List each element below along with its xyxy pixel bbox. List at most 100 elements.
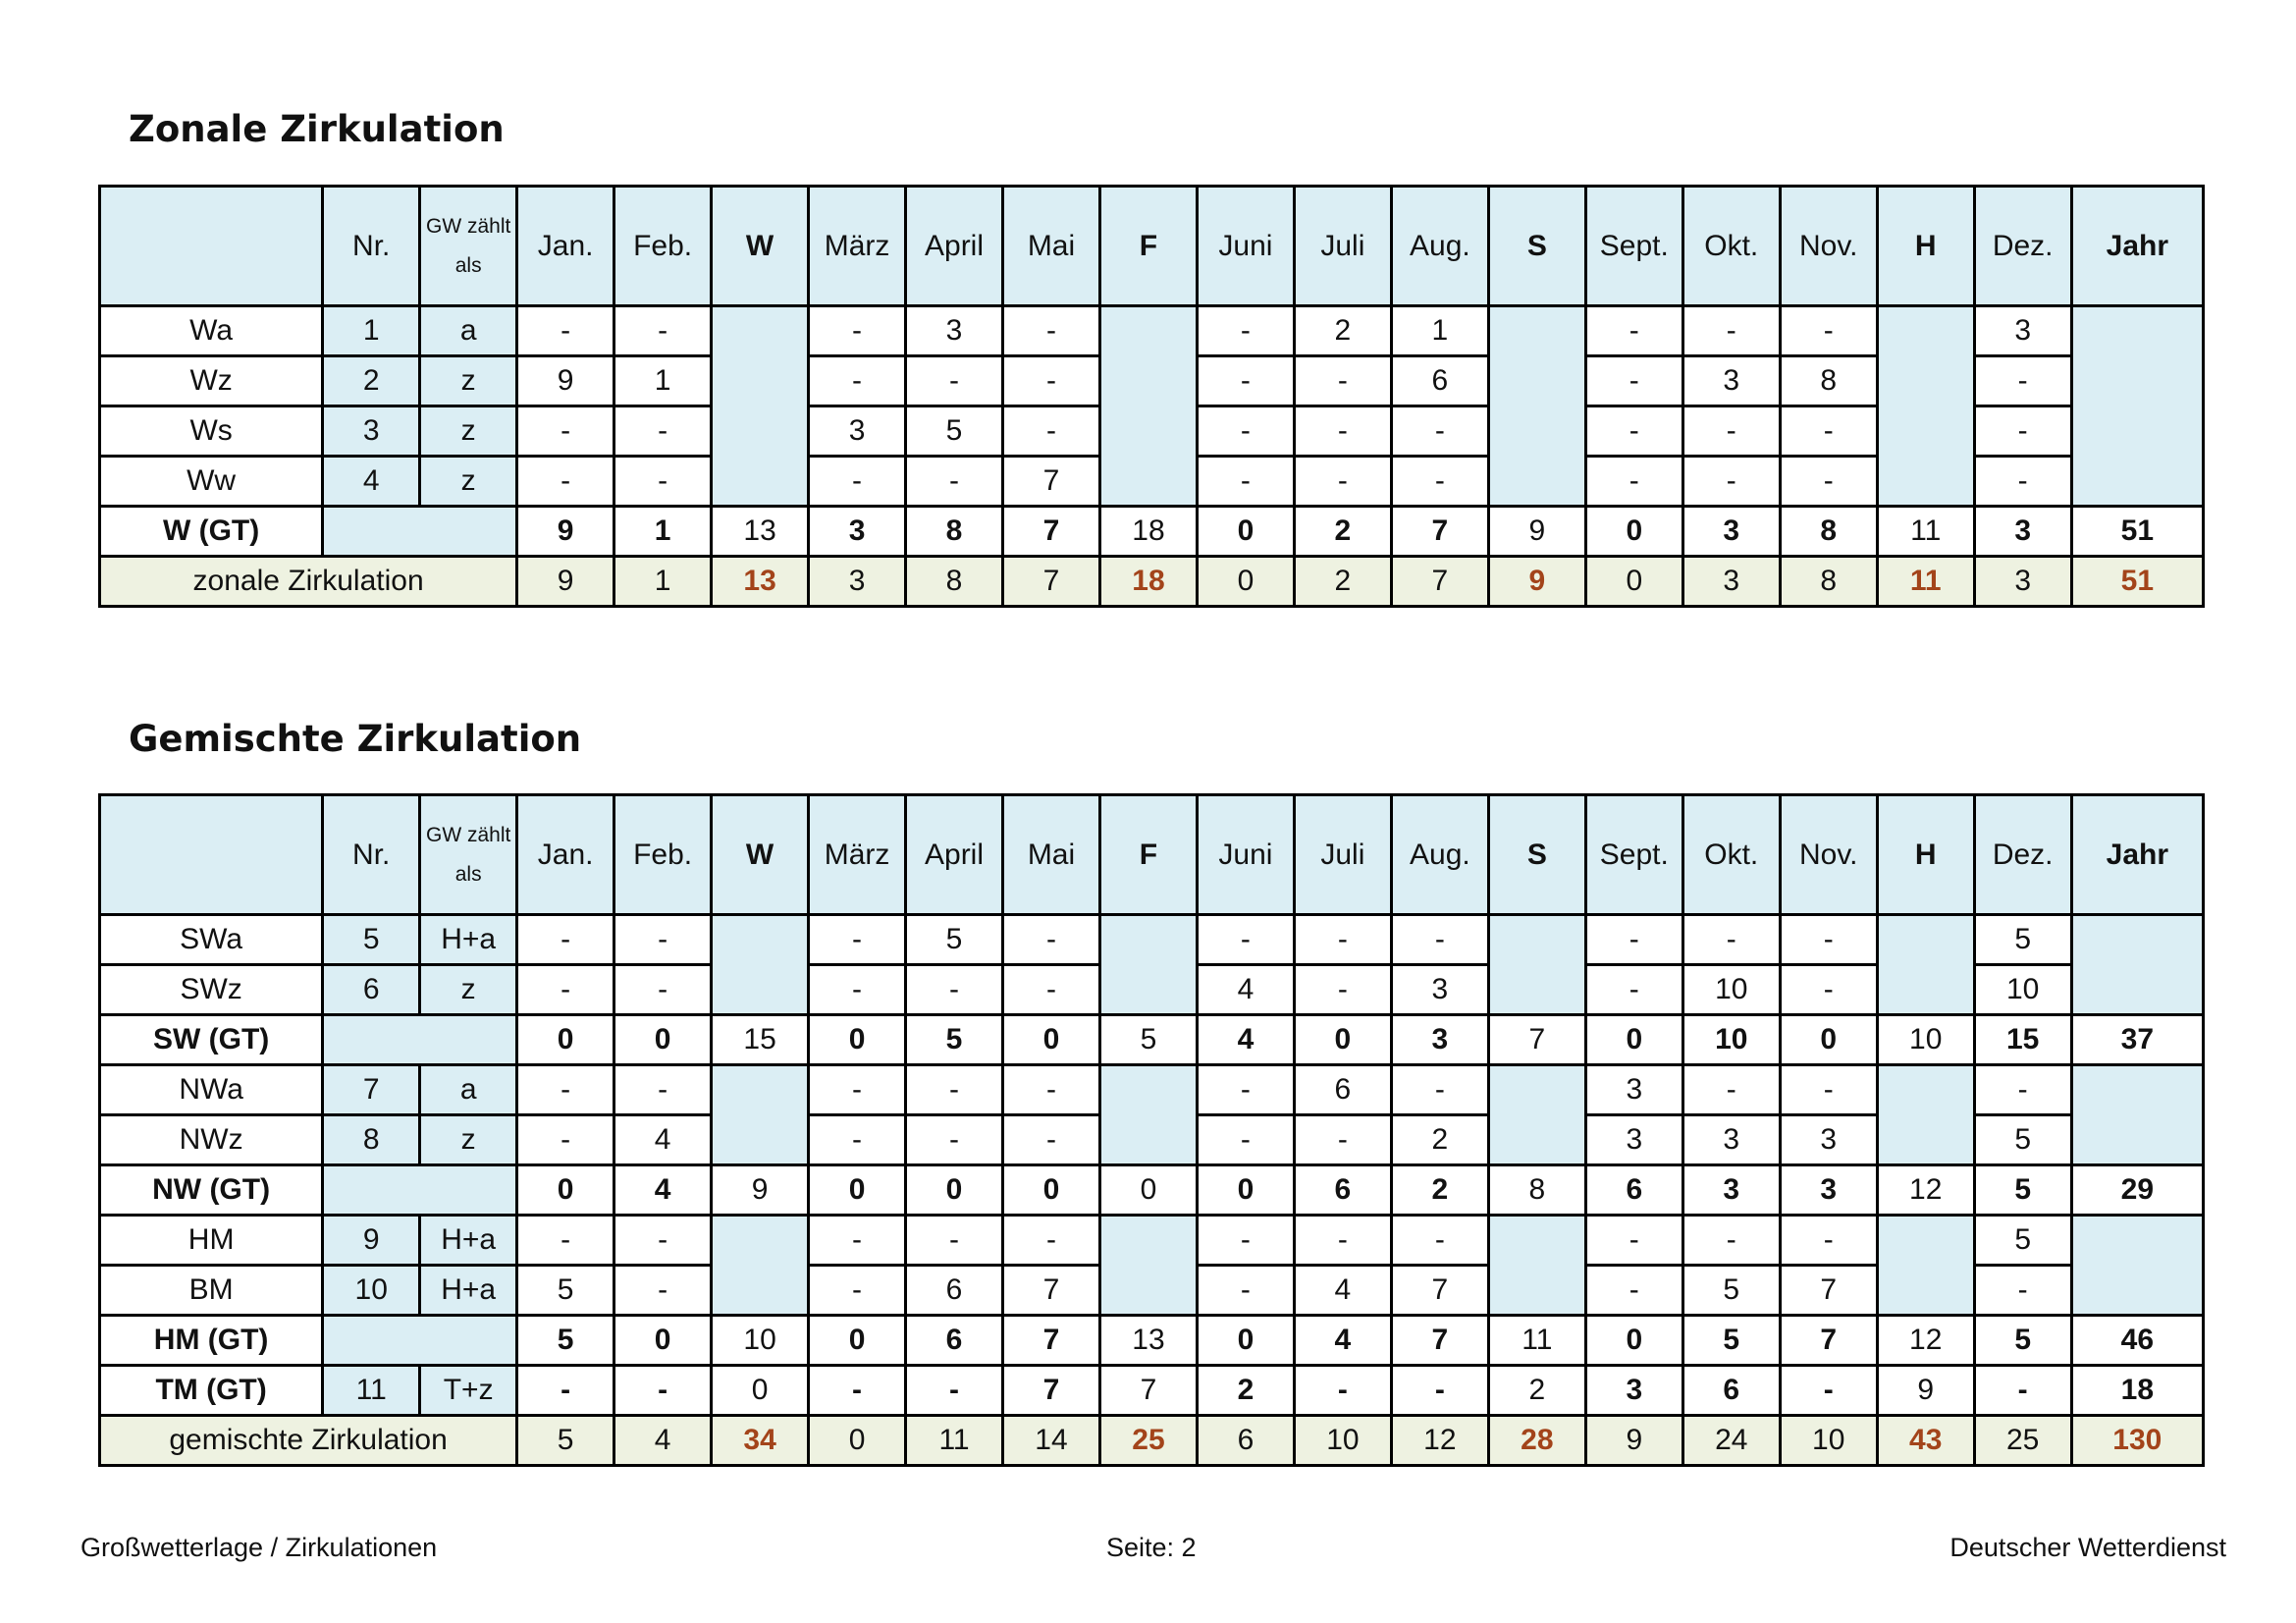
season-total: 11	[1875, 505, 1976, 558]
season-placeholder	[1097, 913, 1199, 1016]
month-total: 7	[1001, 505, 1101, 558]
month-total: -	[1389, 1364, 1490, 1417]
month-value: -	[904, 1113, 1004, 1166]
month-total: 6	[904, 1314, 1004, 1367]
column-header: Jan.	[515, 793, 616, 916]
month-value: -	[1583, 304, 1684, 357]
season-circulation-total: 51	[2069, 555, 2206, 608]
month-circulation-total: 10	[1292, 1414, 1393, 1467]
month-value: -	[1778, 405, 1879, 458]
weather-type-name: SWz	[97, 963, 325, 1016]
month-value: 5	[1972, 913, 2073, 966]
month-value: 6	[904, 1264, 1004, 1317]
month-value: -	[904, 354, 1004, 407]
column-header: Okt.	[1681, 793, 1782, 916]
month-value: -	[1292, 913, 1393, 966]
season-placeholder	[1486, 1214, 1587, 1317]
column-header: Nr.	[321, 185, 422, 307]
month-total: 3	[807, 505, 908, 558]
month-value: -	[1681, 405, 1782, 458]
month-value: 5	[1972, 1113, 2073, 1166]
month-total: 0	[1195, 1314, 1296, 1367]
season-circulation-total: 13	[710, 555, 811, 608]
month-circulation-total: 14	[1001, 1414, 1101, 1467]
month-total: 3	[1778, 1163, 1879, 1217]
zonal-circulation-table: Nr. GW zählt als Jan. Feb. W März April Mai F Jun…	[97, 185, 2206, 608]
month-value: 4	[1292, 1264, 1393, 1317]
month-value: -	[515, 455, 616, 508]
month-circulation-total: 0	[807, 1414, 908, 1467]
month-value: -	[1681, 1063, 1782, 1116]
type-number-empty	[321, 1314, 519, 1367]
month-value: -	[1001, 1063, 1101, 1116]
month-value: -	[1583, 963, 1684, 1016]
month-value: -	[613, 405, 714, 458]
weather-type-row: Wz 2 z 9 1- - - - -6-3 8-	[97, 354, 2204, 407]
type-number: 3	[321, 405, 422, 458]
month-value: -	[1583, 1214, 1684, 1267]
column-header: Nov.	[1778, 793, 1879, 916]
month-value: 1	[1389, 304, 1490, 357]
month-value: 10	[1681, 963, 1782, 1016]
season-placeholder	[1875, 913, 1976, 1016]
season-total: 9	[1486, 505, 1587, 558]
month-value: 7	[1001, 1264, 1101, 1317]
column-header: GW zählt als	[418, 185, 519, 307]
group-total-row: SW (GT) 0 0 15 0 5 0 5 4 0 3 7 0 10 0 10 15 37	[97, 1013, 2206, 1066]
month-value: -	[1583, 405, 1684, 458]
season-total: 9	[1875, 1364, 1976, 1417]
month-value: 4	[613, 1113, 714, 1166]
month-total: -	[515, 1364, 616, 1417]
month-value: -	[904, 1063, 1004, 1116]
group-total-row: NW (GT) 0 4 9 0 0 0 0 0 6 2 8 6 3 3 12 5 29	[97, 1163, 2206, 1217]
month-total: 0	[1195, 1163, 1296, 1217]
month-value: 4	[1195, 963, 1296, 1016]
season-total: 5	[1097, 1013, 1199, 1066]
month-value: -	[1001, 913, 1101, 966]
month-value: -	[904, 963, 1004, 1016]
column-header: Aug.	[1389, 793, 1490, 916]
month-value: -	[1778, 1063, 1879, 1116]
month-total: 0	[807, 1163, 908, 1217]
month-total: -	[1778, 1364, 1879, 1417]
month-value: -	[515, 1063, 616, 1116]
month-value: 5	[904, 913, 1004, 966]
column-header: GW zählt als	[418, 793, 519, 916]
type-number-empty	[321, 1013, 519, 1066]
month-value: 3	[1972, 304, 2073, 357]
month-total: 3	[1681, 1163, 1782, 1217]
month-total: 46	[2069, 1314, 2206, 1367]
month-value: -	[1972, 1063, 2073, 1116]
season-total: 8	[1486, 1163, 1587, 1217]
season-total: 9	[710, 1163, 811, 1217]
type-number: 7	[321, 1063, 422, 1116]
month-value: 1	[613, 354, 714, 407]
season-placeholder	[1486, 913, 1587, 1016]
month-total: 8	[904, 505, 1004, 558]
season-total: 12	[1875, 1314, 1976, 1367]
month-value: -	[613, 304, 714, 357]
counts-as: z	[418, 405, 519, 458]
footer-publisher: Deutscher Wetterdienst	[1949, 1533, 2226, 1562]
column-header: März	[807, 185, 908, 307]
month-circulation-total: 1	[613, 555, 714, 608]
month-value: -	[904, 455, 1004, 508]
column-header: H	[1875, 793, 1976, 916]
counts-as: T+z	[418, 1364, 519, 1417]
counts-as: z	[418, 963, 519, 1016]
month-total: 5	[515, 1314, 616, 1367]
month-value: -	[1195, 354, 1296, 407]
month-value: -	[1389, 405, 1490, 458]
month-total: 10	[1681, 1013, 1782, 1066]
season-placeholder	[1875, 1063, 1976, 1166]
weather-type-row: SWa 5 H+a - - -5- - - - - - -5	[97, 913, 2206, 1016]
month-total: 2	[1389, 1163, 1490, 1217]
month-value: 6	[1292, 1063, 1393, 1116]
month-value: -	[1001, 963, 1101, 1016]
month-total: 0	[904, 1163, 1004, 1217]
type-number: 8	[321, 1113, 422, 1166]
month-total: 7	[1001, 1314, 1101, 1367]
month-value: -	[807, 455, 908, 508]
month-value: -	[1681, 455, 1782, 508]
column-header: April	[904, 793, 1004, 916]
